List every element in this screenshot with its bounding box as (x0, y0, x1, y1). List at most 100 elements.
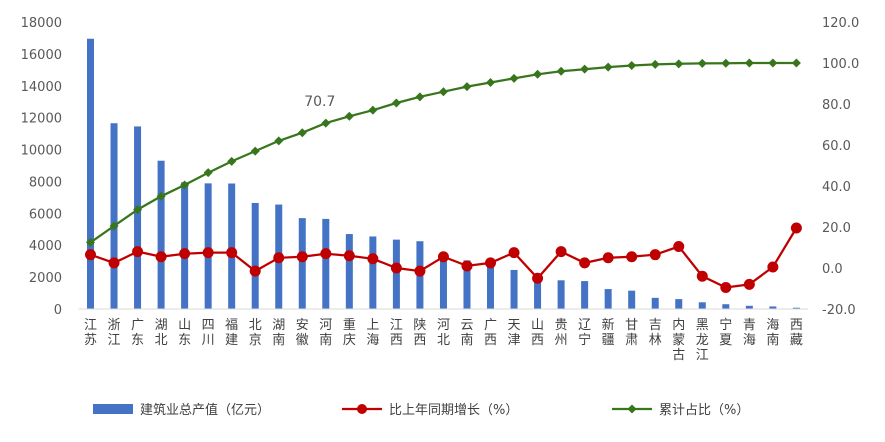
growth-point (696, 270, 708, 282)
bar (87, 38, 94, 309)
cumulative-point (321, 118, 331, 128)
legend: 建筑业总产值（亿元） 比上年同期增长（%） 累计占比（%） (93, 402, 749, 418)
bar-series (87, 38, 800, 309)
cumulative-point (721, 58, 731, 68)
growth-point (437, 251, 449, 263)
category-label: 湖北 (155, 318, 168, 348)
category-labels: 江苏浙江广东湖北山东四川福建北京湖南安徽河南重庆上海江西陕西河北云南广西天津山西… (84, 317, 803, 363)
bar (392, 239, 400, 309)
left-tick-label: 8000 (29, 175, 62, 190)
category-label: 广东 (131, 318, 144, 348)
bar (157, 160, 165, 309)
growth-point (367, 253, 379, 265)
cumulative-point (203, 168, 213, 178)
category-label: 宁夏 (719, 317, 732, 348)
right-axis: -20.0 0.0 20.0 40.0 60.0 80.0 100.0 120.0 (822, 16, 859, 318)
category-label: 海南 (766, 318, 779, 348)
growth-point (179, 248, 191, 260)
bar (581, 281, 589, 309)
growth-point (390, 262, 402, 274)
growth-point (108, 257, 120, 269)
bar (181, 182, 189, 309)
left-tick-label: 10000 (21, 144, 62, 159)
bar (204, 183, 212, 309)
cumulative-point (533, 69, 543, 79)
category-label: 湖南 (272, 318, 285, 348)
cumulative-point (250, 146, 260, 156)
growth-point (132, 246, 144, 258)
right-tick-label: 120.0 (822, 16, 859, 31)
cumulative-point (86, 237, 95, 247)
cumulative-point (344, 111, 354, 121)
category-label: 天津 (508, 318, 521, 348)
growth-point (508, 247, 520, 259)
cumulative-point (674, 59, 684, 69)
legend-label: 累计占比（%） (659, 403, 749, 418)
growth-point (155, 251, 167, 263)
bar (651, 297, 659, 309)
right-tick-label: 100.0 (822, 57, 859, 72)
left-tick-label: 2000 (29, 271, 62, 286)
left-tick-label: 18000 (21, 16, 62, 31)
growth-point (202, 247, 214, 259)
growth-point (343, 250, 355, 262)
category-label: 浙江 (108, 318, 121, 348)
growth-series (85, 222, 802, 293)
growth-point (226, 247, 238, 259)
legend-marker-circle (357, 404, 367, 414)
cumulative-point (486, 77, 496, 87)
bar (228, 183, 236, 309)
growth-point (273, 252, 285, 264)
bar (487, 263, 495, 309)
bar (604, 289, 612, 309)
right-tick-label: 20.0 (822, 221, 851, 236)
left-axis: 0 2000 4000 6000 8000 10000 12000 14000 16000 180… (21, 16, 62, 318)
bar (675, 299, 683, 309)
bar (134, 126, 142, 309)
cumulative-point (556, 66, 566, 76)
category-label: 福建 (225, 318, 238, 348)
growth-point (85, 249, 96, 261)
category-label: 云南 (460, 318, 473, 348)
bar (510, 269, 518, 309)
bar (769, 306, 777, 309)
cumulative-point (603, 62, 613, 72)
category-label: 贵州 (555, 318, 568, 348)
category-label: 四川 (202, 318, 215, 348)
legend-marker-diamond (627, 404, 637, 414)
cumulative-point (297, 128, 307, 138)
growth-point (249, 265, 261, 277)
legend-swatch-bar (93, 404, 133, 414)
category-label: 重庆 (343, 317, 356, 348)
left-tick-label: 14000 (21, 80, 62, 95)
cumulative-point (274, 136, 284, 146)
category-label: 青海 (743, 318, 756, 348)
left-tick-label: 12000 (21, 112, 62, 127)
growth-point (602, 252, 614, 264)
bar (745, 305, 753, 309)
right-tick-label: 80.0 (822, 98, 851, 113)
category-label: 陕西 (413, 318, 426, 348)
bar (369, 236, 377, 309)
category-label: 新疆 (602, 317, 615, 348)
bar (298, 218, 306, 309)
growth-point (649, 249, 661, 261)
growth-point (767, 261, 779, 273)
bar (110, 123, 118, 309)
annotations: 70.7 (304, 94, 335, 110)
right-tick-label: 60.0 (822, 139, 851, 154)
data-label: 70.7 (304, 94, 335, 110)
left-tick-label: 0 (54, 303, 62, 318)
cumulative-point (391, 98, 401, 108)
cumulative-point (180, 180, 190, 190)
category-label: 上海 (366, 318, 379, 348)
category-label: 西藏 (790, 318, 803, 348)
cumulative-point (109, 221, 119, 231)
bar (722, 304, 730, 309)
growth-point (296, 251, 308, 263)
cumulative-point (227, 156, 237, 166)
cumulative-point (368, 105, 378, 115)
growth-point (461, 260, 473, 272)
